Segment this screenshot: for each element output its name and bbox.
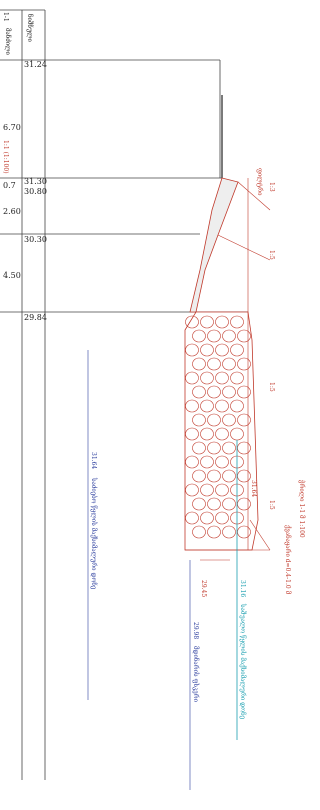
header: მანძილი (4, 28, 12, 56)
section-title: 1-1 (2, 12, 9, 22)
slope: 1:5 (268, 382, 275, 392)
distance: 0.7 (3, 181, 16, 190)
riprap (185, 312, 258, 550)
distance: 4.50 (3, 271, 21, 280)
elevation: 30.80 (24, 187, 47, 196)
header: ნიშნული (26, 14, 34, 43)
elevation: 31.24 (24, 60, 47, 69)
section-caption: ჭრილი 1-1 მ 1:100 (298, 480, 305, 538)
level-value: 29.98 (192, 622, 199, 639)
toe-mark: 29.45 (200, 580, 207, 597)
level-label: საძიებო წყლის მაქსიმალური დონე (90, 477, 98, 589)
elevation: 30.30 (24, 235, 47, 244)
level-value: 31.16 (239, 580, 246, 597)
elevation: 31.30 (24, 177, 47, 186)
stone-caption: ქვანაყარი d=0.4-1.0 მ (284, 525, 292, 595)
level-value: 31.64 (90, 452, 97, 469)
filter-layer (190, 178, 238, 312)
elevation: 29.84 (24, 313, 47, 322)
slope: 1:5 (268, 500, 275, 510)
distance: 6.70 (3, 123, 21, 132)
crest-mark: 31.64 (250, 480, 257, 497)
cross-section: 1-1 ნიშნული მანძილი 31.24 31.30 30.80 30… (0, 0, 318, 810)
level-label: მდინარის ფსკერი (192, 646, 200, 703)
filter-label: ფილტრი (256, 168, 263, 196)
distance: 2.60 (3, 207, 21, 216)
slope: 1:5 (268, 250, 275, 260)
level-label: საშუალო წყლის მაქსიმალური დონე (239, 603, 247, 719)
slope: 1:3 (268, 182, 275, 192)
side-note: 1:1 (1:100) (2, 140, 9, 174)
